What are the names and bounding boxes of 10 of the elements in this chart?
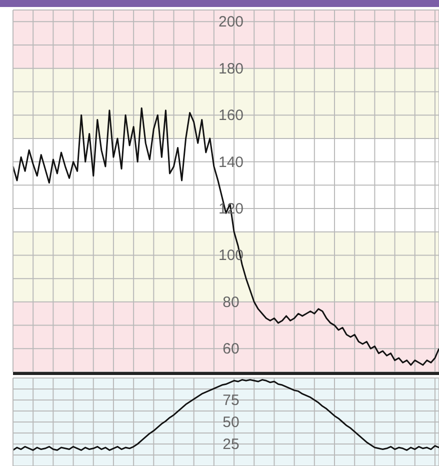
y-tick-label: 200 (218, 14, 244, 31)
line-series (12, 107, 439, 366)
y-tick-label: 180 (218, 60, 244, 78)
y-tick-label: 140 (218, 154, 244, 171)
y-tick-label: 50 (222, 414, 240, 431)
y-tick-label: 25 (222, 436, 240, 453)
y-tick-label: 160 (218, 107, 244, 124)
y-tick-label: 80 (222, 294, 240, 311)
y-tick-label: 75 (222, 392, 240, 409)
y-tick-label: 60 (222, 340, 240, 358)
